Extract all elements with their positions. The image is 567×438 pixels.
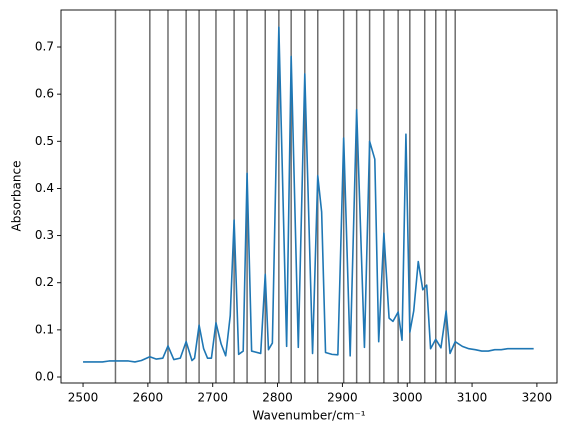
x-tick-label: 2900: [327, 391, 358, 405]
y-tick-label: 0.5: [35, 134, 54, 148]
y-tick-label: 0.3: [35, 228, 54, 242]
y-tick-label: 0.7: [35, 40, 54, 54]
x-tick-label: 3100: [457, 391, 488, 405]
x-tick-label: 2700: [197, 391, 228, 405]
y-axis-label: Absorbance: [10, 161, 24, 232]
y-tick-label: 0.2: [35, 275, 54, 289]
x-axis-label: Wavenumber/cm⁻¹: [252, 409, 365, 423]
data-line: [83, 26, 534, 363]
x-tick-label: 3200: [522, 391, 553, 405]
plot-frame: [60, 9, 558, 384]
x-tick-label: 2500: [68, 391, 99, 405]
x-tick-label: 2600: [133, 391, 164, 405]
x-tick-label: 3000: [392, 391, 423, 405]
y-tick-label: 0.0: [35, 370, 54, 384]
y-tick-label: 0.1: [35, 322, 54, 336]
y-tick-label: 0.4: [35, 181, 54, 195]
y-tick-label: 0.6: [35, 87, 54, 101]
x-tick-label: 2800: [262, 391, 293, 405]
